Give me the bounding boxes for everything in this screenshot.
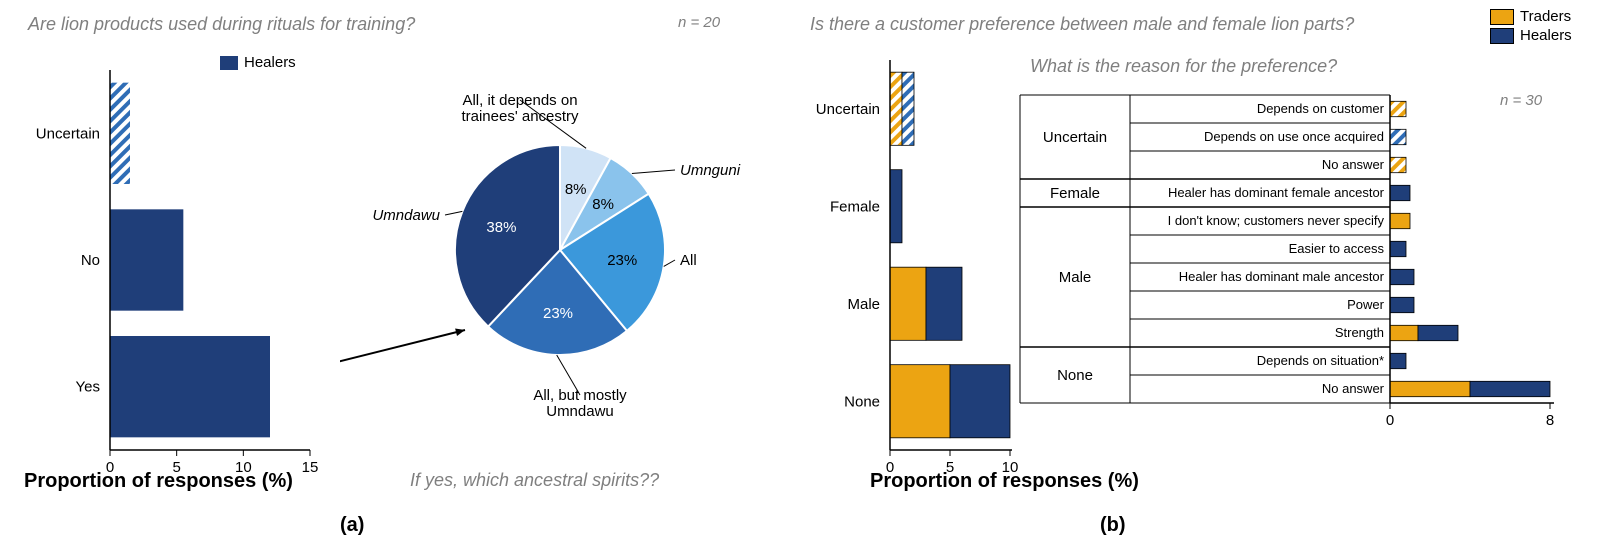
- svg-text:15: 15: [302, 459, 319, 476]
- panel-a-n: n = 20: [678, 14, 720, 31]
- svg-text:Uncertain: Uncertain: [36, 125, 100, 142]
- panel-b-axis-label: Proportion of responses (%): [870, 470, 1139, 493]
- svg-text:trainees' ancestry: trainees' ancestry: [461, 108, 579, 125]
- svg-text:Easier to access: Easier to access: [1289, 241, 1385, 256]
- legend-label-healers: Healers: [244, 54, 296, 71]
- panel-b-subquestion: What is the reason for the preference?: [1030, 56, 1337, 77]
- svg-text:None: None: [1057, 367, 1093, 384]
- svg-text:Female: Female: [830, 198, 880, 215]
- svg-text:Yes: Yes: [76, 379, 100, 396]
- panel-a-sublabel: (a): [340, 514, 364, 537]
- svg-text:Uncertain: Uncertain: [816, 101, 880, 118]
- panel-b-table: Depends on customer Depends on use once a…: [1010, 85, 1590, 485]
- panel-b-question: Is there a customer preference between m…: [810, 14, 1354, 35]
- svg-text:No: No: [81, 252, 100, 269]
- legend-label-healers-b: Healers: [1520, 27, 1572, 44]
- panel-a-barchart: UncertainNoYes051015: [20, 50, 330, 480]
- svg-text:All: All: [680, 252, 697, 269]
- svg-text:Power: Power: [1347, 297, 1385, 312]
- legend-swatch-healers: [220, 56, 238, 70]
- svg-text:Umndawu: Umndawu: [546, 403, 614, 420]
- svg-text:38%: 38%: [486, 219, 516, 236]
- legend-swatch-healers-b: [1490, 28, 1514, 44]
- svg-text:Female: Female: [1050, 185, 1100, 202]
- svg-text:All, but mostly: All, but mostly: [533, 387, 627, 404]
- svg-text:Strength: Strength: [1335, 325, 1384, 340]
- svg-text:Umndawu: Umndawu: [372, 207, 440, 224]
- svg-text:8%: 8%: [592, 196, 614, 213]
- panel-b-barchart: UncertainFemaleMaleNone0510: [800, 50, 1020, 480]
- svg-text:No answer: No answer: [1322, 381, 1385, 396]
- svg-text:Male: Male: [847, 296, 880, 313]
- svg-text:23%: 23%: [543, 305, 573, 322]
- svg-text:All, it depends on: All, it depends on: [462, 92, 577, 109]
- svg-text:I don't know; customers never: I don't know; customers never specify: [1168, 213, 1385, 228]
- legend-item-traders: Traders: [1490, 8, 1572, 25]
- figure: Are lion products used during rituals fo…: [0, 0, 1600, 554]
- svg-text:Umnguni: Umnguni: [680, 162, 741, 179]
- svg-text:23%: 23%: [607, 252, 637, 269]
- svg-text:Uncertain: Uncertain: [1043, 129, 1107, 146]
- panel-a-legend: Healers: [220, 54, 296, 71]
- svg-text:Healer has dominant male ances: Healer has dominant male ancestor: [1179, 269, 1385, 284]
- svg-text:Male: Male: [1059, 269, 1092, 286]
- panel-b-sublabel: (b): [1100, 514, 1126, 537]
- panel-a-pie: 8% All, it depends ontrainees' ancestry 8%…: [340, 40, 770, 480]
- svg-text:No answer: No answer: [1322, 157, 1385, 172]
- svg-text:Depends on use once acquired: Depends on use once acquired: [1204, 129, 1384, 144]
- legend-swatch-traders: [1490, 9, 1514, 25]
- panel-b-legend: Traders Healers: [1490, 8, 1572, 44]
- svg-text:Depends on situation*: Depends on situation*: [1257, 353, 1384, 368]
- svg-text:None: None: [844, 393, 880, 410]
- svg-text:0: 0: [1386, 412, 1394, 429]
- svg-text:8: 8: [1546, 412, 1554, 429]
- svg-text:8%: 8%: [565, 181, 587, 198]
- panel-a-question: Are lion products used during rituals fo…: [28, 14, 415, 35]
- panel-a-subquestion: If yes, which ancestral spirits??: [410, 470, 659, 491]
- legend-item-healers: Healers: [1490, 27, 1572, 44]
- svg-text:Depends on customer: Depends on customer: [1257, 101, 1385, 116]
- panel-a-axis-label: Proportion of responses (%): [24, 470, 293, 493]
- svg-text:Healer has dominant female anc: Healer has dominant female ancestor: [1168, 185, 1385, 200]
- legend-label-traders: Traders: [1520, 8, 1571, 25]
